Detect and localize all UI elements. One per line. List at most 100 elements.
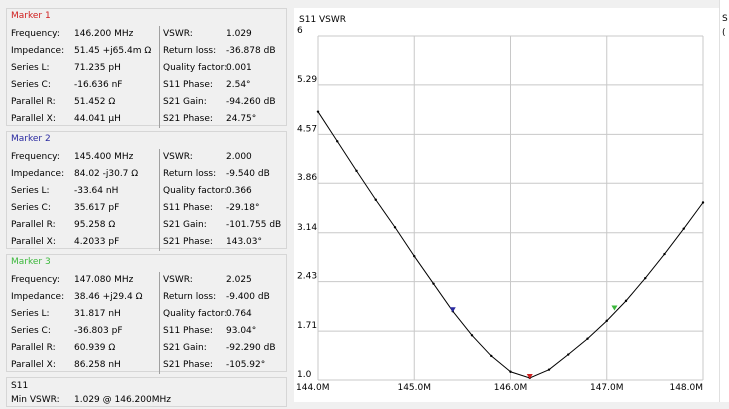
vswr-data-point [509, 370, 512, 373]
marker-row: Parallel X: 86.258 nH S21 Phase: -105.92… [11, 357, 285, 374]
marker-row: Frequency: 145.400 MHz VSWR: 2.000 [11, 149, 285, 166]
field-value: 2.000 [226, 152, 252, 162]
column-divider [159, 289, 160, 306]
marker-row: Series L: -33.64 nH Quality factor: 0.36… [11, 183, 285, 200]
field-label: VSWR: [163, 29, 193, 39]
vswr-data-point [605, 319, 608, 323]
field-value: -36.803 pF [74, 326, 123, 336]
marker-row: Parallel R: 51.452 Ω S21 Gain: -94.260 d… [11, 94, 285, 111]
column-divider [159, 149, 160, 166]
field-value: 35.617 pF [74, 203, 120, 213]
field-label: S11 Phase: [163, 326, 213, 336]
field-value: -105.92° [226, 360, 266, 370]
field-label: Impedance: [11, 169, 65, 179]
field-value: 95.258 Ω [74, 220, 116, 230]
y-tick-label: 6 [297, 26, 303, 36]
marker-panel: Marker 1 Frequency: 146.200 MHz VSWR: 1.… [0, 0, 294, 407]
marker-row: Frequency: 146.200 MHz VSWR: 1.029 [11, 26, 285, 43]
field-value: 84.02 -j30.7 Ω [74, 169, 139, 179]
field-value: 44.041 µH [74, 114, 121, 124]
field-value: 0.366 [226, 186, 252, 196]
column-divider [159, 306, 160, 323]
field-label: Series L: [11, 186, 50, 196]
field-value: -36.878 dB [226, 46, 276, 56]
field-value: -92.290 dB [226, 343, 276, 353]
marker-row: Series C: 35.617 pF S11 Phase: -29.18° [11, 200, 285, 217]
marker-row: Series L: 71.235 pH Quality factor: 0.00… [11, 60, 285, 77]
field-label: S21 Phase: [163, 360, 213, 370]
field-label: Return loss: [163, 169, 217, 179]
field-value: 24.75° [226, 114, 257, 124]
y-tick-label: 1.71 [297, 321, 317, 331]
field-label: Parallel R: [11, 343, 56, 353]
vswr-data-point [316, 110, 320, 113]
field-label: Series C: [11, 80, 51, 90]
column-divider [159, 77, 160, 94]
vswr-data-point [470, 334, 474, 337]
y-tick-label: 1.0 [297, 370, 312, 380]
field-label: S21 Gain: [163, 220, 207, 230]
marker-1-triangle [526, 374, 533, 380]
vswr-data-point [586, 337, 589, 340]
field-label: Parallel X: [11, 360, 56, 370]
right-edge-text: ( [722, 28, 726, 38]
field-label: Series L: [11, 309, 50, 319]
field-label: Quality factor: [163, 186, 228, 196]
field-value: 2.54° [226, 80, 251, 90]
column-divider [159, 60, 160, 77]
marker-1-title: Marker 1 [11, 11, 51, 21]
y-tick-label: 5.29 [297, 75, 317, 85]
marker-row: Parallel R: 95.258 Ω S21 Gain: -101.755 … [11, 217, 285, 234]
marker-row: Series C: -16.636 nF S11 Phase: 2.54° [11, 77, 285, 94]
field-label: Impedance: [11, 292, 65, 302]
field-value: 0.001 [226, 63, 252, 73]
field-value: 51.452 Ω [74, 97, 116, 107]
vswr-data-point [490, 354, 493, 358]
x-tick-label: 146.0M [494, 383, 528, 393]
column-divider [159, 340, 160, 357]
vswr-data-point [393, 226, 397, 229]
field-label: Parallel X: [11, 237, 56, 247]
field-value: 145.400 MHz [74, 152, 134, 162]
field-label: VSWR: [163, 275, 193, 285]
field-label: Parallel R: [11, 220, 56, 230]
field-label: S11 Phase: [163, 80, 213, 90]
s11-group: S11 Min VSWR: 1.029 @ 146.200MHz [6, 377, 287, 407]
field-label: Frequency: [11, 275, 60, 285]
marker-row: Impedance: 51.45 +j65.4m Ω Return loss: … [11, 43, 285, 60]
vswr-data-point [567, 353, 570, 356]
min-vswr-label: Min VSWR: [11, 395, 60, 405]
marker-2-triangle [449, 307, 456, 313]
marker-row: Series C: -36.803 pF S11 Phase: 93.04° [11, 323, 285, 340]
field-label: Series C: [11, 203, 51, 213]
vswr-data-point [644, 276, 647, 280]
marker-row: Series L: 31.817 nH Quality factor: 0.76… [11, 306, 285, 323]
field-value: 93.04° [226, 326, 257, 336]
marker-row: Parallel R: 60.939 Ω S21 Gain: -92.290 d… [11, 340, 285, 357]
field-value: 1.029 [226, 29, 252, 39]
field-value: 4.2033 pF [74, 237, 120, 247]
marker-row: Impedance: 38.46 +j29.4 Ω Return loss: -… [11, 289, 285, 306]
field-value: -9.400 dB [226, 292, 270, 302]
vswr-data-point [336, 140, 339, 143]
column-divider [159, 217, 160, 234]
marker-row: Impedance: 84.02 -j30.7 Ω Return loss: -… [11, 166, 285, 183]
field-label: Frequency: [11, 29, 60, 39]
vswr-chart-panel: S11 VSWR 1.0 1.71 2.43 3.14 3.86 4.57 5.29 6 144… [294, 8, 719, 402]
field-label: Quality factor: [163, 309, 228, 319]
chart-title: S11 VSWR [299, 15, 347, 25]
vswr-chart[interactable]: 1.0 1.71 2.43 3.14 3.86 4.57 5.29 6 144.0M 145.0M… [294, 8, 719, 402]
vswr-data-point [682, 227, 685, 230]
x-tick-label: 148.0M [669, 383, 703, 393]
s11-title: S11 [11, 381, 29, 391]
column-divider [159, 357, 160, 374]
field-value: 60.939 Ω [74, 343, 116, 353]
field-label: Impedance: [11, 46, 65, 56]
field-label: VSWR: [163, 152, 193, 162]
field-value: -101.755 dB [226, 220, 282, 230]
marker-2-group: Marker 2 Frequency: 145.400 MHz VSWR: 2.… [6, 131, 287, 251]
marker-2-title: Marker 2 [11, 134, 51, 144]
field-label: Parallel R: [11, 97, 56, 107]
field-label: Return loss: [163, 292, 217, 302]
field-label: S21 Gain: [163, 97, 207, 107]
